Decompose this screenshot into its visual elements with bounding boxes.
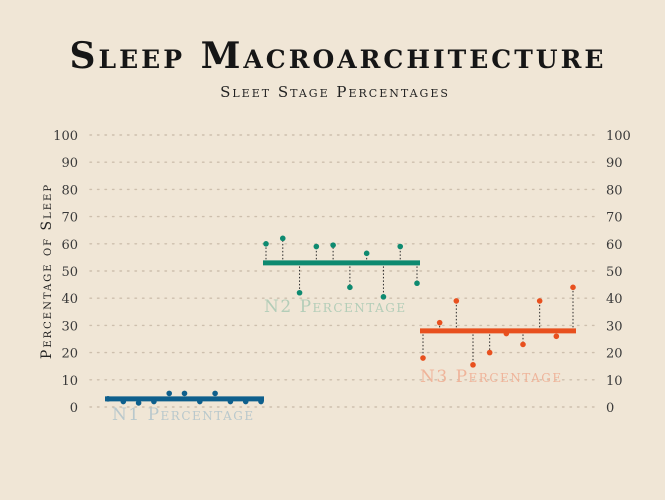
y-tick-label-right: 10 [606,374,623,389]
series-label: N3 Percentage [420,367,563,387]
series-1: N1 Percentage [105,390,264,425]
data-point [263,241,269,247]
y-tick-label-left: 100 [53,129,78,144]
data-point [420,355,426,361]
data-point [135,400,142,406]
y-tick-label-right: 50 [606,265,623,280]
data-point [105,396,111,402]
data-point [380,294,387,300]
series-3: N3 Percentage [420,284,576,387]
data-point [470,362,476,368]
data-point [296,289,303,296]
data-point [166,390,172,397]
y-tick-label-left: 30 [61,319,78,334]
data-point [313,243,320,250]
y-tick-label-right: 100 [606,129,631,144]
data-point [570,284,576,291]
data-point [181,390,188,397]
data-point [453,298,460,304]
series-group: N1 Percentage N2 Percentage N3 Percentage [105,235,576,425]
data-point [486,349,493,356]
data-point [436,319,443,326]
data-point [553,333,560,340]
chart-title: Sleep Macroarchitecture [70,35,607,77]
y-tick-label-left: 90 [61,156,78,171]
data-point [197,398,203,405]
data-point [397,243,404,250]
data-point [347,284,353,291]
gridlines [89,134,596,408]
data-point [227,398,234,405]
data-point [330,242,336,248]
y-ticks-left: 0 10 20 30 40 50 60 70 80 90 100 [53,129,78,416]
data-point [414,280,420,287]
series-label: N1 Percentage [112,405,255,425]
series-label: N2 Percentage [264,297,407,317]
y-tick-label-right: 60 [606,238,623,253]
data-point [258,398,264,405]
y-tick-label-left: 70 [61,211,78,226]
data-point [151,398,157,405]
y-tick-label-left: 60 [61,238,78,253]
y-tick-label-right: 30 [606,319,623,334]
chart-subtitle: Sleet Stage Percentages [220,83,450,101]
y-tick-label-left: 80 [61,183,78,198]
y-axis-label: Percentage of Sleep [39,183,55,359]
y-tick-label-right: 80 [606,183,623,198]
data-point [536,298,543,304]
y-tick-label-right: 20 [606,347,623,362]
data-point [503,330,510,337]
series-2: N2 Percentage [263,235,420,317]
y-tick-label-left: 10 [61,374,78,389]
data-point [242,398,249,405]
y-tick-label-left: 50 [61,265,78,280]
y-tick-label-left: 40 [61,292,78,307]
y-tick-label-right: 70 [606,211,623,226]
data-point [212,390,218,397]
data-point [120,398,127,405]
y-ticks-right: 0 10 20 30 40 50 60 70 80 90 100 [606,129,631,416]
y-tick-label-right: 40 [606,292,623,307]
y-tick-label-right: 0 [606,401,614,416]
y-tick-label-right: 90 [606,156,623,171]
y-tick-label-left: 20 [61,347,78,362]
data-point [279,235,286,242]
data-point [520,341,526,348]
data-point [363,250,370,257]
y-tick-label-left: 0 [70,401,78,416]
